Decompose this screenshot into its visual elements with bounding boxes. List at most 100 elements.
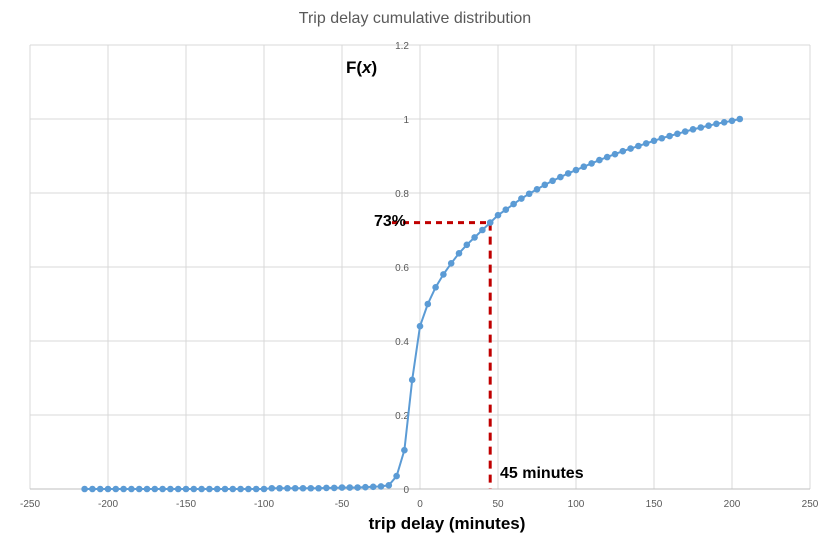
y-tick-label: 0.2 <box>395 411 409 422</box>
data-point <box>603 153 611 161</box>
data-point <box>658 134 666 142</box>
data-point <box>401 446 408 454</box>
data-point <box>705 122 712 129</box>
data-point <box>697 124 705 131</box>
data-point <box>393 472 400 480</box>
data-point <box>635 142 642 150</box>
annotation-minutes: 45 minutes <box>500 465 584 482</box>
data-point <box>447 260 455 267</box>
data-point <box>143 485 151 493</box>
data-point <box>128 485 135 493</box>
data-point <box>494 211 502 219</box>
data-point <box>151 485 159 493</box>
data-point <box>572 166 580 174</box>
data-point <box>713 120 720 128</box>
x-tick-label: 150 <box>646 499 663 510</box>
data-point <box>619 147 627 155</box>
y-axis-label-prefix: F( <box>346 58 362 77</box>
x-tick-label: 250 <box>802 499 819 510</box>
x-tick-labels: -250 -200 -150 -100 -50 0 50 100 150 200 250 <box>20 499 819 510</box>
data-point <box>549 177 556 185</box>
data-point <box>182 485 190 493</box>
y-axis-label-suffix: ) <box>372 58 378 77</box>
y-tick-label: 1.2 <box>395 41 409 52</box>
data-point <box>206 485 213 493</box>
data-point <box>315 484 322 492</box>
data-point <box>479 226 486 234</box>
data-point <box>268 484 276 492</box>
data-point <box>237 485 244 493</box>
data-point <box>541 181 549 189</box>
data-point <box>463 241 471 249</box>
data-point <box>112 485 120 493</box>
data-point <box>346 484 354 491</box>
data-point <box>104 485 112 493</box>
data-point <box>369 483 377 491</box>
data-point <box>299 484 307 492</box>
y-tick-label: 0.8 <box>395 189 409 200</box>
data-point <box>385 482 393 489</box>
data-point <box>424 300 432 308</box>
data-point <box>564 170 572 177</box>
data-point <box>96 485 104 493</box>
data-point <box>323 484 330 492</box>
data-point <box>260 485 268 493</box>
series-cdf <box>81 115 744 493</box>
data-point <box>471 234 478 241</box>
data-point <box>291 484 299 492</box>
data-point <box>642 140 650 147</box>
data-point <box>229 485 237 493</box>
data-point <box>89 485 96 493</box>
data-point <box>432 284 439 291</box>
data-point <box>596 156 603 164</box>
annotation-percent: 73% <box>374 213 406 230</box>
x-tick-label: -100 <box>254 499 274 510</box>
data-point <box>284 484 291 492</box>
data-point <box>681 128 689 135</box>
data-point <box>159 485 166 493</box>
y-tick-label: 0.4 <box>395 337 409 348</box>
data-point <box>557 173 564 181</box>
data-point <box>338 484 346 491</box>
data-point <box>408 376 416 384</box>
x-tick-label: -50 <box>335 499 350 510</box>
x-tick-label: -250 <box>20 499 40 510</box>
data-point <box>81 485 88 493</box>
y-axis-label: F(x) <box>346 58 377 77</box>
data-point <box>190 485 198 493</box>
data-point <box>362 483 369 491</box>
data-point <box>611 150 619 158</box>
grid-lines <box>29 44 811 490</box>
y-tick-label: 0.6 <box>395 263 409 274</box>
data-point <box>245 485 252 493</box>
data-point <box>666 132 673 140</box>
data-point <box>533 186 541 193</box>
data-point <box>135 485 143 493</box>
data-point <box>650 137 658 145</box>
data-point <box>330 484 338 492</box>
x-tick-label: 0 <box>417 499 423 510</box>
series-line <box>84 118 741 490</box>
x-tick-label: -150 <box>176 499 196 510</box>
data-point <box>252 485 260 493</box>
data-point <box>377 483 385 490</box>
data-point <box>455 250 463 257</box>
data-point <box>276 484 283 492</box>
data-point <box>174 485 182 493</box>
y-tick-label: 0 <box>403 485 409 496</box>
x-tick-label: -200 <box>98 499 118 510</box>
data-point <box>588 160 595 167</box>
data-point <box>307 484 315 492</box>
data-point <box>221 485 229 493</box>
y-tick-labels: 0 0.2 0.4 0.6 0.8 1 1.2 <box>395 41 409 496</box>
x-axis-label: trip delay (minutes) <box>369 514 526 533</box>
data-point <box>416 322 424 330</box>
data-point <box>510 200 517 208</box>
data-point <box>120 485 127 493</box>
data-point <box>525 190 533 198</box>
data-point <box>440 271 447 278</box>
y-tick-label: 1 <box>403 115 409 126</box>
data-point <box>198 485 205 493</box>
annotation-lines <box>392 221 492 489</box>
